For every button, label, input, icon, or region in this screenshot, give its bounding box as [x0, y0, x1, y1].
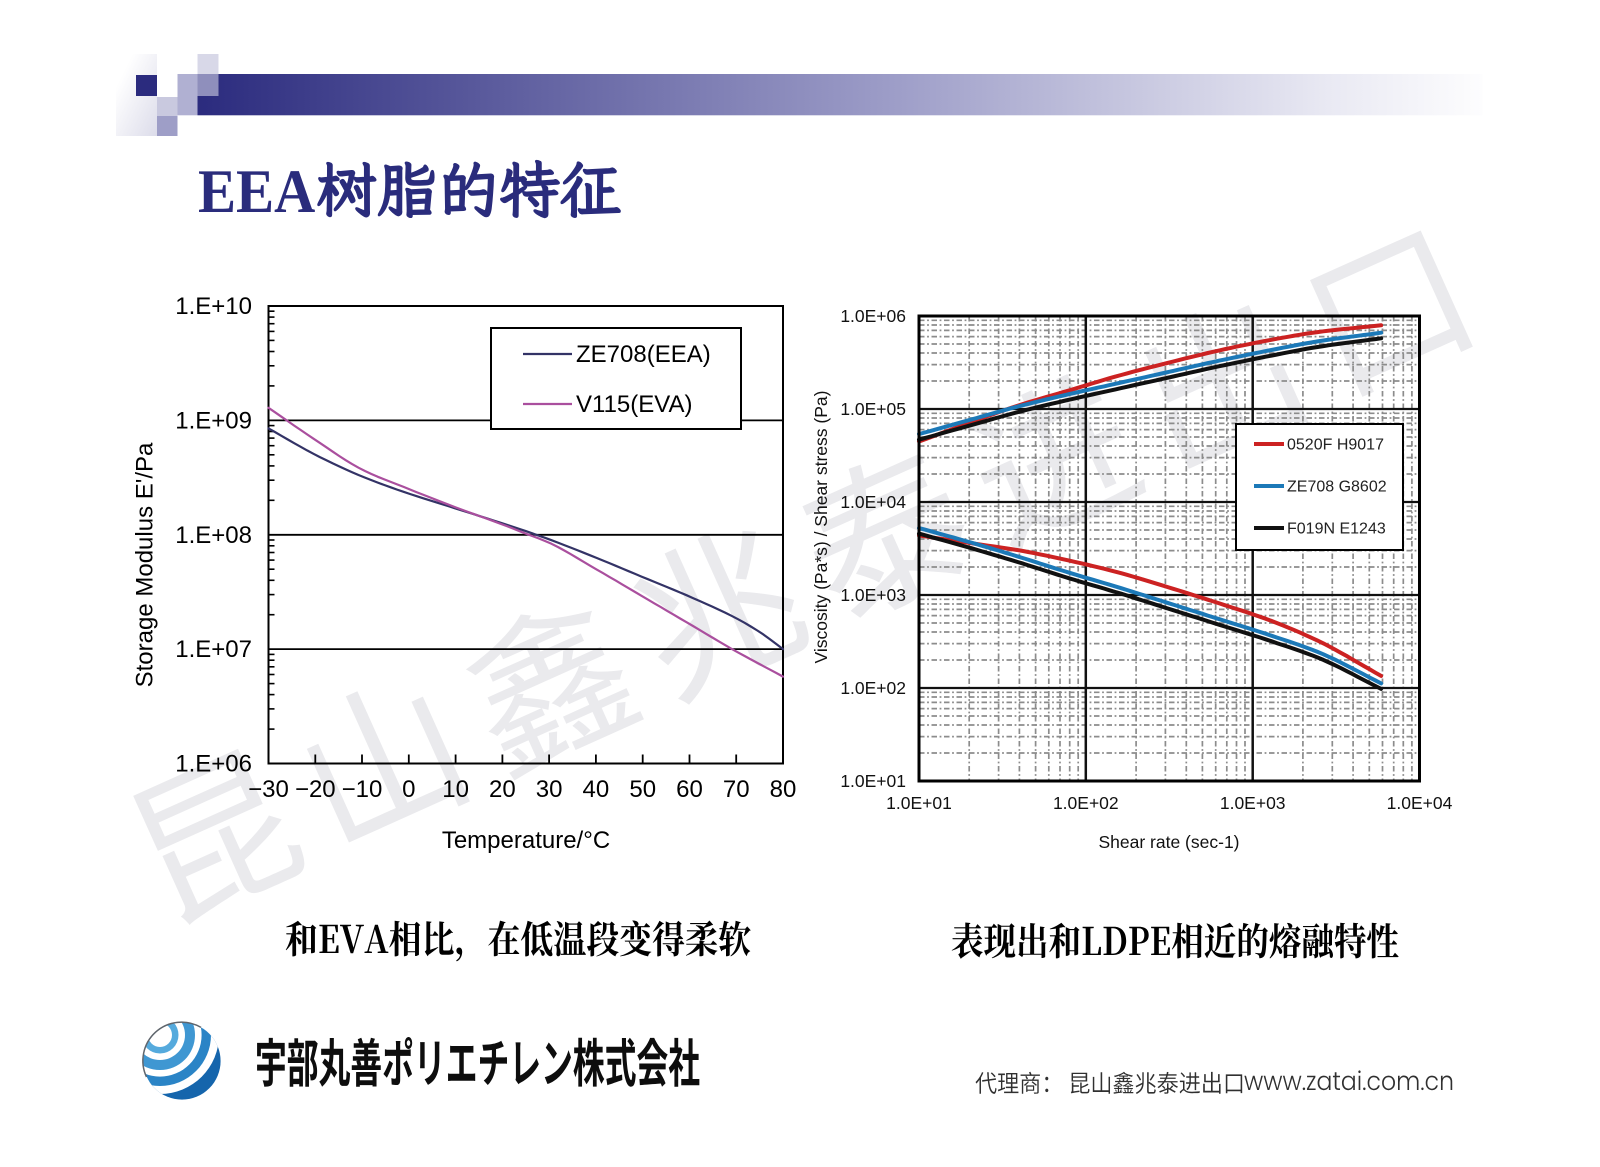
svg-text:40: 40	[583, 776, 610, 803]
svg-text:Shear rate (sec-1): Shear rate (sec-1)	[1098, 832, 1239, 852]
svg-text:1.E+07: 1.E+07	[175, 636, 252, 663]
svg-text:Storage Modulus E'/Pa: Storage Modulus E'/Pa	[132, 442, 159, 687]
svg-text:0520F H9017: 0520F H9017	[1287, 437, 1384, 454]
svg-text:ZE708 G8602: ZE708 G8602	[1287, 479, 1387, 496]
svg-text:10: 10	[442, 776, 469, 803]
svg-text:1.0E+01: 1.0E+01	[840, 771, 906, 791]
svg-text:30: 30	[536, 776, 563, 803]
svg-text:1.0E+04: 1.0E+04	[840, 492, 906, 512]
svg-text:1.0E+06: 1.0E+06	[840, 306, 906, 326]
svg-text:Temperature/°C: Temperature/°C	[442, 827, 610, 854]
svg-text:Viscosity (Pa*s) / Shear stres: Viscosity (Pa*s) / Shear stress (Pa)	[811, 391, 831, 664]
svg-text:−30: −30	[248, 776, 289, 803]
svg-text:1.0E+04: 1.0E+04	[1387, 793, 1453, 813]
svg-text:1.E+06: 1.E+06	[175, 751, 252, 778]
svg-text:1.0E+01: 1.0E+01	[886, 793, 952, 813]
svg-text:80: 80	[770, 776, 797, 803]
svg-text:1.0E+03: 1.0E+03	[840, 585, 906, 605]
svg-text:1.0E+02: 1.0E+02	[1053, 793, 1119, 813]
svg-text:1.E+09: 1.E+09	[175, 407, 252, 434]
svg-text:1.0E+05: 1.0E+05	[840, 399, 906, 419]
svg-text:1.0E+03: 1.0E+03	[1220, 793, 1286, 813]
svg-text:−10: −10	[342, 776, 383, 803]
svg-text:60: 60	[676, 776, 703, 803]
svg-text:1.0E+02: 1.0E+02	[840, 678, 906, 698]
svg-text:V115(EVA): V115(EVA)	[576, 391, 693, 418]
svg-text:50: 50	[629, 776, 656, 803]
svg-text:ZE708(EEA): ZE708(EEA)	[576, 341, 711, 368]
svg-text:F019N E1243: F019N E1243	[1287, 521, 1386, 538]
svg-text:1.E+10: 1.E+10	[175, 293, 252, 320]
svg-text:0: 0	[402, 776, 415, 803]
svg-text:1.E+08: 1.E+08	[175, 522, 252, 549]
svg-text:70: 70	[723, 776, 750, 803]
svg-text:−20: −20	[295, 776, 336, 803]
svg-text:20: 20	[489, 776, 516, 803]
